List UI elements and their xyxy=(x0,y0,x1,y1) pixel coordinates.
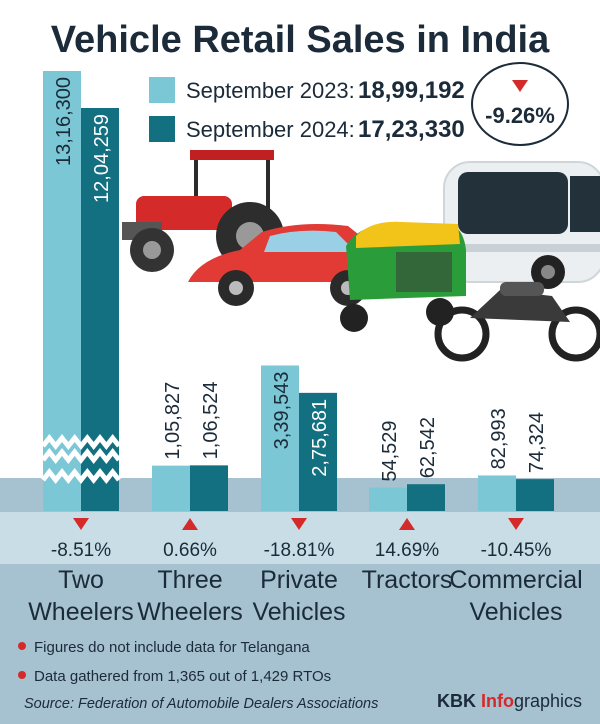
axis-break-mark xyxy=(41,433,121,451)
change-label-commercial-vehicles: -10.45% xyxy=(481,540,552,561)
bar-tractors-2023 xyxy=(369,487,407,511)
legend-label-2023: September 2023: xyxy=(186,78,355,103)
value-label-tractors-2023: 54,529 xyxy=(379,420,401,481)
bar-commercial-vehicles-2024 xyxy=(516,479,554,511)
legend-value-2023: 18,99,192 xyxy=(358,77,465,104)
source-note: Source: Federation of Automobile Dealers… xyxy=(24,696,378,712)
change-label-three-wheelers: 0.66% xyxy=(163,540,217,561)
chart-title: Vehicle Retail Sales in India xyxy=(51,19,550,61)
down-arrow-icon xyxy=(512,80,528,92)
labels-layer: 13,16,300 12,04,259 -8.51% Two Wheelers 1,05,… xyxy=(28,77,582,626)
legend-label-2024: September 2024: xyxy=(186,117,355,142)
value-label-two-wheelers-2024: 12,04,259 xyxy=(91,114,113,203)
category-label-commercial-vehicles: Commercial xyxy=(449,566,582,594)
category-label-three-wheelers: Wheelers xyxy=(137,598,243,626)
brand-info: Info xyxy=(481,691,514,711)
change-label-private-vehicles: -18.81% xyxy=(264,540,335,561)
down-arrow-icon xyxy=(291,518,307,530)
bullet-icon xyxy=(18,671,26,679)
category-label-commercial-vehicles: Vehicles xyxy=(469,598,562,626)
motorcycle-illustration xyxy=(434,282,600,362)
bar-commercial-vehicles-2023 xyxy=(478,475,516,511)
notes: Figures do not include data for Telangan… xyxy=(18,639,331,685)
value-label-commercial-vehicles-2024: 74,324 xyxy=(526,412,548,473)
brand-logo: KBK Infographics xyxy=(437,691,582,711)
bar-private-vehicles-2023 xyxy=(261,365,299,511)
bar-two-wheelers-2024 xyxy=(81,108,119,511)
note-telangana: Figures do not include data for Telangan… xyxy=(34,639,310,656)
legend-swatch-2023 xyxy=(149,77,175,103)
value-label-commercial-vehicles-2023: 82,993 xyxy=(488,408,510,469)
category-label-private-vehicles: Private xyxy=(260,566,338,594)
category-label-three-wheelers: Three xyxy=(157,566,222,594)
legend-swatch-2024 xyxy=(149,116,175,142)
value-label-private-vehicles-2024: 2,75,681 xyxy=(309,399,331,477)
category-label-private-vehicles: Vehicles xyxy=(252,598,345,626)
legend-value-2024: 17,23,330 xyxy=(358,116,465,143)
value-label-three-wheelers-2023: 1,05,827 xyxy=(162,382,184,460)
up-arrow-icon xyxy=(182,518,198,530)
bar-three-wheelers-2023 xyxy=(152,465,190,511)
value-label-three-wheelers-2024: 1,06,524 xyxy=(200,381,222,459)
legend: September 2023: 18,99,192 September 2024… xyxy=(149,62,569,146)
down-arrow-icon xyxy=(508,518,524,530)
axis-break-mark xyxy=(41,447,121,465)
value-label-tractors-2024: 62,542 xyxy=(417,417,439,478)
bar-tractors-2024 xyxy=(407,484,445,511)
down-arrow-icon xyxy=(73,518,89,530)
auto-rickshaw-illustration xyxy=(340,221,466,332)
brand-graphics: graphics xyxy=(514,691,582,711)
total-change-badge xyxy=(471,62,569,146)
vehicles-illustration xyxy=(122,150,600,362)
up-arrow-icon xyxy=(399,518,415,530)
bar-three-wheelers-2024 xyxy=(190,465,228,511)
change-label-tractors: 14.69% xyxy=(375,540,440,561)
bus-illustration xyxy=(443,161,600,289)
note-rtos: Data gathered from 1,365 out of 1,429 RT… xyxy=(34,668,331,685)
category-label-tractors: Tractors xyxy=(362,566,453,594)
value-label-private-vehicles-2023: 3,39,543 xyxy=(271,371,293,449)
value-label-two-wheelers-2023: 13,16,300 xyxy=(53,77,75,166)
total-change-value: -9.26% xyxy=(485,103,555,128)
category-label-two-wheelers: Wheelers xyxy=(28,598,134,626)
bar-private-vehicles-2024 xyxy=(299,392,337,511)
category-label-two-wheelers: Two xyxy=(58,566,104,594)
bullet-icon xyxy=(18,642,26,650)
change-label-two-wheelers: -8.51% xyxy=(51,540,111,561)
brand-kbk: KBK xyxy=(437,691,481,711)
axis-break-mark xyxy=(41,467,121,485)
